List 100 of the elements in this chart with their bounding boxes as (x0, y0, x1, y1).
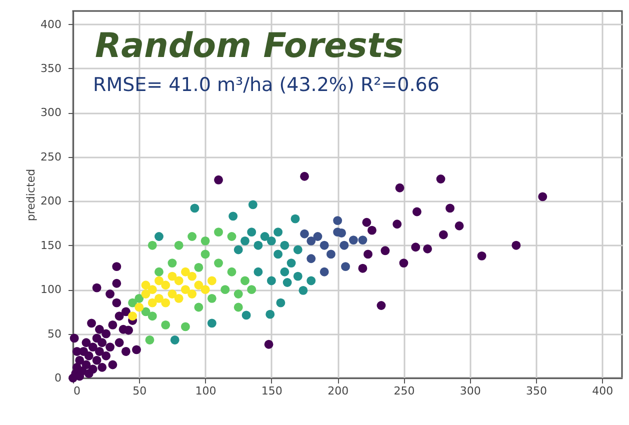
x-tick-label: 400 (592, 384, 614, 398)
point (154, 267, 164, 276)
point (254, 240, 263, 250)
point (290, 214, 300, 224)
x-tick-label: 150 (261, 384, 282, 398)
point (207, 276, 216, 286)
point (180, 322, 190, 332)
y-axis-title: predicted (24, 168, 38, 222)
point (154, 276, 164, 286)
point (148, 298, 157, 308)
point (358, 236, 368, 245)
point (306, 254, 316, 264)
point (161, 320, 170, 330)
point (320, 240, 329, 250)
point (293, 272, 302, 281)
point (282, 278, 292, 287)
point (333, 216, 342, 226)
point (326, 250, 336, 259)
point (148, 285, 157, 294)
y-tick-label: 150 (40, 238, 62, 252)
point (168, 272, 177, 281)
point (190, 204, 200, 213)
point (242, 310, 251, 320)
point (240, 276, 250, 286)
point (141, 280, 150, 290)
point (266, 236, 276, 246)
point (188, 272, 197, 281)
point (274, 228, 283, 237)
point (266, 276, 276, 286)
point (200, 285, 210, 294)
point (128, 312, 137, 321)
y-tick-label: 300 (40, 106, 62, 120)
point (161, 298, 170, 308)
point (320, 267, 329, 276)
point (161, 280, 170, 290)
point (141, 290, 150, 298)
point (174, 276, 184, 286)
point (254, 267, 263, 276)
y-tick-label: 350 (40, 62, 62, 75)
point (207, 318, 216, 328)
point (306, 236, 316, 246)
point (234, 290, 243, 298)
point (298, 286, 308, 295)
point (260, 232, 270, 241)
point (306, 276, 316, 286)
point (286, 258, 296, 268)
y-tick-label: 200 (40, 194, 62, 208)
point (227, 232, 236, 241)
point (280, 240, 290, 250)
point (200, 250, 210, 259)
y-tick-label: 400 (40, 18, 62, 31)
text: RMSE= 41.0 m³/ha (43.2%) R²=0.66 (93, 74, 440, 96)
point (168, 258, 177, 268)
x-tick-label: 250 (394, 384, 415, 398)
point (341, 262, 350, 272)
point (188, 290, 197, 298)
point (154, 294, 164, 303)
point (293, 245, 302, 254)
point (348, 236, 358, 245)
point (174, 294, 184, 303)
point (200, 236, 210, 246)
point (148, 312, 157, 321)
point (266, 310, 275, 319)
point (214, 258, 223, 268)
point (170, 336, 180, 344)
x-tick-label: 0 (74, 384, 80, 398)
x-tick-label: 200 (328, 384, 349, 398)
point (134, 302, 144, 312)
point (128, 298, 137, 308)
point (274, 250, 283, 259)
point (313, 232, 322, 241)
point (340, 240, 349, 250)
point (234, 302, 243, 312)
y-tick-label: 250 (40, 150, 62, 164)
point (240, 236, 250, 246)
point (145, 336, 154, 344)
point (168, 290, 177, 298)
x-tick-label: 300 (460, 384, 481, 398)
x-tick-label: 350 (526, 384, 548, 398)
x-tick-label: 100 (195, 384, 216, 398)
point (247, 228, 256, 237)
point (148, 240, 157, 250)
point (248, 200, 258, 210)
point (174, 240, 184, 250)
point (188, 232, 197, 241)
point (141, 307, 150, 316)
point (194, 302, 204, 312)
point (280, 267, 290, 276)
point (154, 232, 164, 241)
point (207, 294, 216, 303)
y-tick-label: 50 (48, 327, 62, 340)
point (227, 267, 236, 276)
point (300, 229, 309, 238)
y-tick-label: 0 (54, 372, 62, 384)
point (247, 285, 256, 294)
x-tick-label: 50 (132, 384, 147, 398)
point (180, 267, 190, 276)
point (214, 228, 223, 237)
point (194, 262, 204, 272)
point (228, 212, 238, 221)
